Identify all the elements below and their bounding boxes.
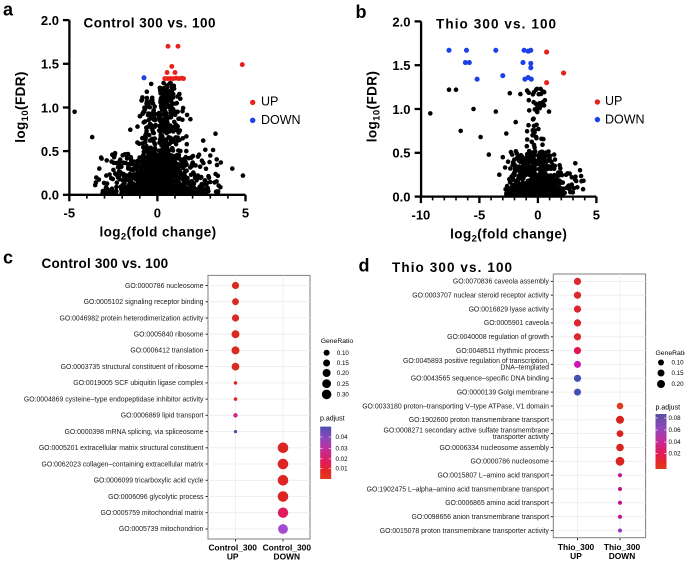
svg-text:DOWN: DOWN <box>609 551 636 560</box>
svg-text:0.03: 0.03 <box>336 446 349 453</box>
svg-text:GO:1902600 proton transmembran: GO:1902600 proton transmembrane transpor… <box>409 417 549 424</box>
svg-text:0.04: 0.04 <box>669 439 682 446</box>
svg-text:-5: -5 <box>64 206 76 221</box>
svg-text:GO:0005739 mitochondrion: GO:0005739 mitochondrion <box>119 526 204 533</box>
svg-text:GO:0005201 extracellular matri: GO:0005201 extracellular matrix structur… <box>39 445 204 452</box>
svg-text:0.02: 0.02 <box>336 456 349 463</box>
svg-text:DNA–templated: DNA–templated <box>500 365 549 372</box>
svg-text:GO:0006412 translation: GO:0006412 translation <box>130 348 203 355</box>
svg-text:0.08: 0.08 <box>669 415 682 422</box>
svg-text:0.10: 0.10 <box>672 360 685 367</box>
svg-text:GO:0003735 structural constitu: GO:0003735 structural constituent of rib… <box>61 364 204 371</box>
svg-text:GO:0004869 cysteine–type endop: GO:0004869 cysteine–type endopeptidase i… <box>24 396 204 403</box>
svg-text:GO:0005840 ribosome: GO:0005840 ribosome <box>134 332 204 339</box>
svg-text:2.0: 2.0 <box>392 14 410 29</box>
svg-text:UP: UP <box>605 94 622 108</box>
svg-text:GO:0098656 anion transmembrane: GO:0098656 anion transmembrane transport <box>411 514 549 521</box>
svg-text:0: 0 <box>154 206 161 221</box>
svg-text:0.30: 0.30 <box>337 392 350 399</box>
svg-text:GO:0062023 collagen–containing: GO:0062023 collagen–containing extracell… <box>41 461 204 468</box>
svg-text:GO:0006865 amino acid transpor: GO:0006865 amino acid transport <box>445 500 549 507</box>
svg-text:Control 300 vs. 100: Control 300 vs. 100 <box>84 16 217 31</box>
svg-text:0.25: 0.25 <box>337 381 350 388</box>
svg-text:GO:1902475 L–alpha–amino acid: GO:1902475 L–alpha–amino acid transmembr… <box>367 486 549 493</box>
svg-text:5: 5 <box>242 206 249 221</box>
svg-text:-5: -5 <box>474 207 486 222</box>
svg-text:GO:0006334 nucleosome assembly: GO:0006334 nucleosome assembly <box>439 445 549 452</box>
svg-text:0: 0 <box>534 207 541 222</box>
svg-text:d: d <box>359 255 370 275</box>
svg-text:-10: -10 <box>412 207 431 222</box>
svg-text:GO:0005102 signaling receptor: GO:0005102 signaling receptor binding <box>84 299 204 306</box>
svg-text:GO:0006099 tricarboxylic acid: GO:0006099 tricarboxylic acid cycle <box>94 478 204 485</box>
svg-text:DOWN: DOWN <box>261 113 301 127</box>
svg-text:0.20: 0.20 <box>672 381 685 388</box>
svg-text:0.15: 0.15 <box>337 360 350 367</box>
svg-text:GO:0005759 mitochondrial matri: GO:0005759 mitochondrial matrix <box>100 510 204 517</box>
svg-text:0.5: 0.5 <box>41 144 59 159</box>
svg-text:GO:0006869 lipid transport: GO:0006869 lipid transport <box>121 413 204 420</box>
svg-text:0.0: 0.0 <box>41 188 59 203</box>
svg-text:p.adjust: p.adjust <box>320 416 345 423</box>
svg-text:GO:0046982 protein heterodimer: GO:0046982 protein heterodimerization ac… <box>59 315 204 322</box>
svg-text:GO:0048511 rhythmic process: GO:0048511 rhythmic process <box>456 348 549 355</box>
svg-text:GeneRatio: GeneRatio <box>321 338 354 345</box>
svg-text:5: 5 <box>593 207 600 222</box>
svg-text:UP: UP <box>227 551 239 560</box>
svg-text:GO:0040008 regulation of growt: GO:0040008 regulation of growth <box>447 334 549 341</box>
svg-text:1.0: 1.0 <box>41 100 59 115</box>
svg-text:UP: UP <box>261 95 278 109</box>
svg-text:transporter activity: transporter activity <box>493 434 550 441</box>
svg-text:GO:0019005 SCF ubiquitin ligas: GO:0019005 SCF ubiquitin ligase complex <box>73 380 204 387</box>
svg-text:GO:0015078 proton transmembran: GO:0015078 proton transmembrane transpor… <box>380 528 550 535</box>
svg-text:c: c <box>3 248 13 268</box>
svg-text:GO:0000398 mRNA splicing, via: GO:0000398 mRNA splicing, via spliceosom… <box>64 429 203 436</box>
svg-text:GO:0015807 L–amino acid transp: GO:0015807 L–amino acid transport <box>438 473 550 480</box>
svg-text:GO:0000139 Golgi membrane: GO:0000139 Golgi membrane <box>457 389 549 396</box>
svg-text:Control 300 vs. 100: Control 300 vs. 100 <box>42 256 169 271</box>
svg-text:GeneRatio: GeneRatio <box>656 350 685 357</box>
svg-text:DOWN: DOWN <box>605 112 645 126</box>
svg-text:0.10: 0.10 <box>337 350 350 357</box>
svg-text:b: b <box>356 2 367 22</box>
svg-text:0.02: 0.02 <box>669 451 682 458</box>
svg-text:1.0: 1.0 <box>392 102 410 117</box>
svg-text:0.01: 0.01 <box>336 466 349 473</box>
svg-text:GO:0016829 lyase activity: GO:0016829 lyase activity <box>469 306 550 313</box>
svg-text:GO:0070836 caveola assembly: GO:0070836 caveola assembly <box>453 279 550 286</box>
svg-text:GO:0005901 caveola: GO:0005901 caveola <box>484 320 549 327</box>
svg-text:UP: UP <box>570 551 582 560</box>
svg-text:GO:0003707 nuclear steroid rec: GO:0003707 nuclear steroid receptor acti… <box>412 293 549 300</box>
svg-text:1.5: 1.5 <box>392 58 410 73</box>
svg-text:1.5: 1.5 <box>41 57 59 72</box>
svg-text:0.04: 0.04 <box>336 434 349 441</box>
svg-text:0.0: 0.0 <box>392 190 410 205</box>
svg-text:GO:0043565 sequence–specific D: GO:0043565 sequence–specific DNA binding <box>411 376 549 383</box>
svg-text:0.20: 0.20 <box>337 370 350 377</box>
svg-text:2.0: 2.0 <box>41 13 59 28</box>
svg-text:GO:0000786 nucleosome: GO:0000786 nucleosome <box>125 283 204 290</box>
svg-text:GO:0033180 proton–transporting: GO:0033180 proton–transporting V–type AT… <box>362 403 549 410</box>
svg-text:Thio 300 vs. 100: Thio 300 vs. 100 <box>392 260 513 275</box>
svg-text:0.5: 0.5 <box>392 146 410 161</box>
svg-text:DOWN: DOWN <box>274 551 301 560</box>
svg-text:GO:0000786 nucleosome: GO:0000786 nucleosome <box>470 459 549 466</box>
svg-text:Thio 300 vs. 100: Thio 300 vs. 100 <box>436 17 557 32</box>
svg-text:0.15: 0.15 <box>672 370 685 377</box>
svg-text:0.06: 0.06 <box>669 427 682 434</box>
svg-text:a: a <box>3 0 14 19</box>
svg-text:p.adjust: p.adjust <box>656 405 681 412</box>
svg-text:GO:0006096 glycolytic process: GO:0006096 glycolytic process <box>108 494 204 501</box>
